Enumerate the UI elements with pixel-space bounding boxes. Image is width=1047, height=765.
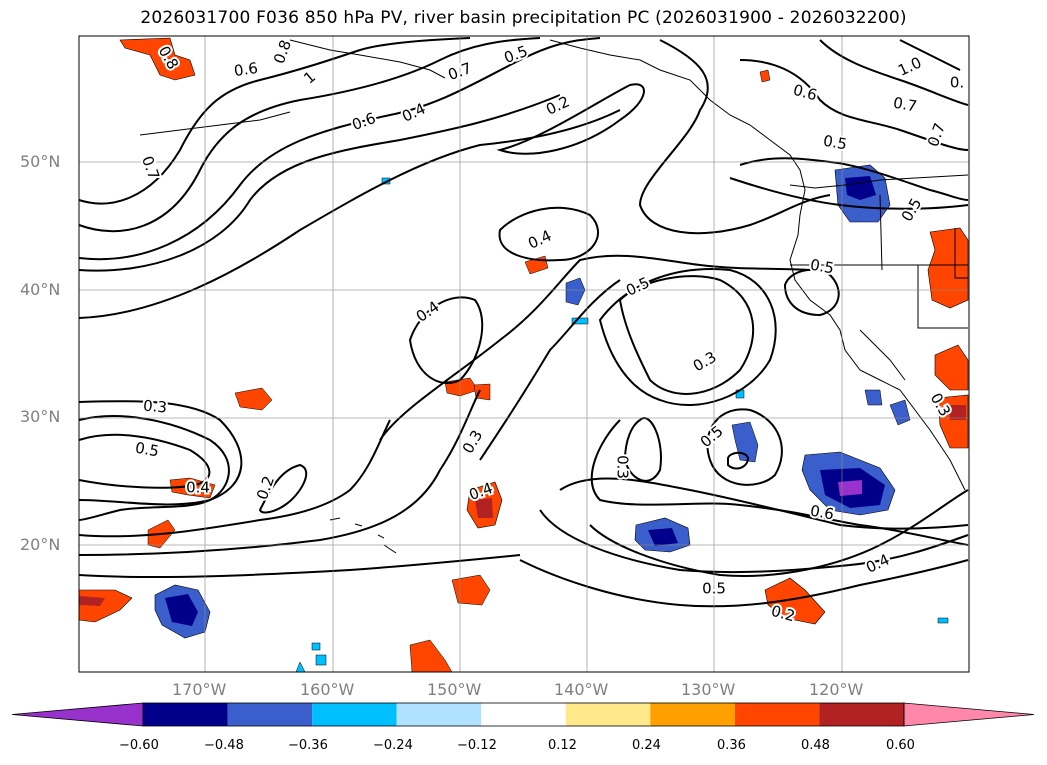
colorbar-label: 0.36 [717,738,746,753]
colorbar-label: −0.60 [119,738,159,753]
lon-label-160w: 160°W [300,680,355,699]
contour-label: 0.6 [233,59,259,80]
colorbar-extend-high [903,702,1035,727]
coastlines [139,39,969,554]
lon-label-140w: 140°W [554,680,609,699]
colorbar-label: −0.36 [288,738,328,753]
graticule [79,36,969,672]
pv-contours [78,37,969,608]
lon-label-170w: 170°W [172,680,227,699]
colorbar-label: 0.48 [801,738,830,753]
colorbar-swatch [650,703,735,726]
map-title: 2026031700 F036 850 hPa PV, river basin … [140,8,907,28]
lon-label-120w: 120°W [809,680,864,699]
contour-label: 0.3 [614,455,632,479]
lat-label-50n: 50°N [20,152,61,171]
lon-label-130w: 130°W [681,680,736,699]
colorbar-extend-low [11,702,144,727]
colorbar-label: 0.60 [886,738,915,753]
colorbar [11,702,1035,727]
precip-positive-shading [78,37,969,673]
colorbar-swatch [312,703,397,726]
colorbar-swatch [565,703,651,726]
colorbar-swatch [819,703,904,726]
map-frame [78,35,970,673]
colorbar-frame [142,702,905,727]
colorbar-swatch [481,703,566,726]
lat-label-20n: 20°N [20,535,61,554]
contour-label: 0.4 [186,479,210,497]
colorbar-label: −0.48 [204,738,244,753]
colorbar-swatch [143,703,228,726]
colorbar-label: −0.24 [373,738,413,753]
colorbar-swatch [734,703,820,726]
contour-label: 0.5 [702,580,726,598]
precip-negative-shading [154,164,949,673]
lat-label-30n: 30°N [20,407,61,426]
colorbar-swatch [396,703,482,726]
contour-label: 0. [950,74,964,92]
colorbar-label: −0.12 [457,738,497,753]
lon-label-150w: 150°W [427,680,482,699]
colorbar-label: 0.24 [632,738,661,753]
colorbar-label: 0.12 [548,738,577,753]
lat-label-40n: 40°N [20,280,61,299]
colorbar-swatch [227,703,313,726]
contour-label: 0.3 [142,396,167,416]
